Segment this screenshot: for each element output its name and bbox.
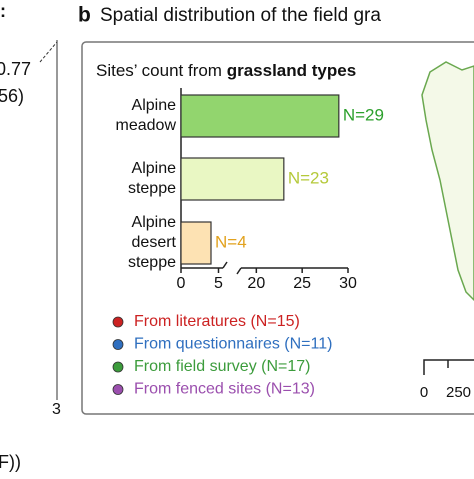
legend-label: From fenced sites (N=13) bbox=[134, 381, 315, 398]
scale-label: 250 bbox=[446, 384, 471, 401]
y-tick-label: Alpine meadow bbox=[116, 97, 177, 134]
scale-label: 0 bbox=[420, 384, 428, 401]
dashed-line bbox=[39, 41, 58, 63]
panel-box bbox=[81, 41, 474, 415]
chart-title: Sites’ count from grassland types bbox=[96, 61, 356, 80]
legend-marker bbox=[112, 361, 124, 373]
y-tick-label-line: steppe bbox=[128, 180, 176, 197]
legend-marker bbox=[112, 339, 124, 350]
fragment-text: 56) bbox=[0, 86, 24, 106]
y-tick-label-line: meadow bbox=[116, 117, 177, 134]
legend-marker bbox=[112, 316, 124, 328]
chart-title-part: Sites’ count from bbox=[96, 61, 227, 80]
data-label: N=23 bbox=[288, 168, 329, 187]
y-tick-label-line: desert bbox=[132, 234, 177, 251]
bar bbox=[180, 94, 340, 138]
y-tick-label-line: steppe bbox=[128, 254, 176, 271]
fragment-text: 3 bbox=[52, 401, 61, 418]
x-tick-label: 25 bbox=[293, 275, 311, 292]
bar bbox=[180, 157, 285, 201]
data-label: N=29 bbox=[343, 105, 384, 124]
legend-label: From field survey (N=17) bbox=[134, 358, 311, 375]
x-tick-label: 30 bbox=[339, 275, 357, 292]
x-tick-label: 5 bbox=[214, 275, 223, 292]
fragment-text: 0.77 bbox=[0, 59, 31, 79]
bar bbox=[180, 221, 212, 265]
y-tick-label: Alpine steppe bbox=[128, 160, 176, 197]
panel-label: b bbox=[78, 4, 91, 27]
scale-bar bbox=[423, 359, 474, 375]
chart-title-part: grassland types bbox=[227, 61, 356, 80]
legend-label: From questionnaires (N=11) bbox=[134, 336, 332, 353]
axis-break bbox=[222, 261, 242, 275]
fragment-text: F)) bbox=[0, 452, 21, 472]
y-tick-label-line: Alpine bbox=[132, 97, 177, 114]
legend-label: From literatures (N=15) bbox=[134, 313, 300, 330]
data-label: N=4 bbox=[215, 232, 247, 251]
x-tick-label: 20 bbox=[247, 275, 265, 292]
map-shape bbox=[421, 61, 474, 302]
legend-marker bbox=[112, 384, 124, 395]
y-tick-label-line: Alpine bbox=[132, 214, 177, 231]
panel-title: Spatial distribution of the field gra bbox=[100, 5, 381, 26]
y-tick-label: Alpine desert steppe bbox=[128, 214, 177, 271]
x-tick-label: 0 bbox=[177, 275, 186, 292]
fragment-text: : bbox=[0, 1, 6, 21]
y-tick-label-line: Alpine bbox=[132, 160, 177, 177]
